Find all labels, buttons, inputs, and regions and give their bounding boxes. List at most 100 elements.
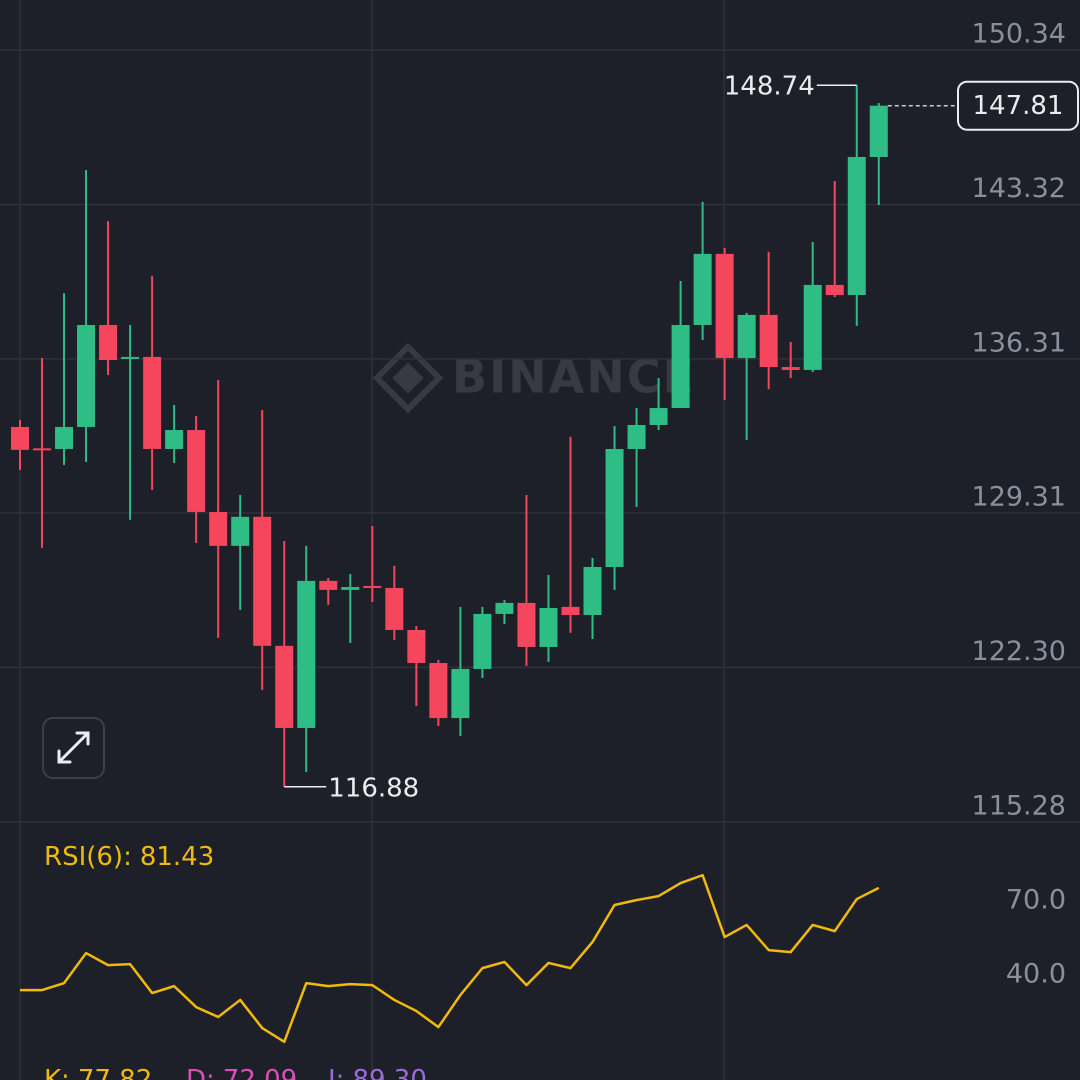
kdj-label: D: xyxy=(186,1065,215,1080)
candle-body xyxy=(803,284,822,370)
candle-body xyxy=(605,448,624,568)
candle-body xyxy=(583,567,602,616)
candle-body xyxy=(649,408,668,425)
candle xyxy=(759,251,778,390)
candle xyxy=(275,541,294,787)
expand-icon xyxy=(57,731,90,764)
candle xyxy=(495,600,514,625)
candle xyxy=(209,380,228,638)
y-tick-label: 70.0 xyxy=(1006,885,1066,916)
candle xyxy=(561,436,580,633)
candle xyxy=(143,275,162,490)
candle-body xyxy=(715,253,734,359)
plot: 150.34 143.32 136.31 129.31 122.30 115.28 148.… xyxy=(0,18,1080,1080)
candle xyxy=(869,103,888,206)
candle-body xyxy=(847,157,866,296)
candle-body xyxy=(539,607,558,647)
candle xyxy=(231,495,250,610)
candle xyxy=(297,545,316,773)
candle-body xyxy=(759,314,778,368)
candle xyxy=(33,358,52,548)
candle xyxy=(121,325,140,520)
candle-body xyxy=(561,606,580,616)
candle-body xyxy=(627,424,646,449)
candle xyxy=(605,426,624,590)
kdj-value: 72.09 xyxy=(223,1065,297,1080)
candle xyxy=(517,495,536,666)
candle xyxy=(671,280,690,409)
rsi-header: RSI(6): 81.43 xyxy=(44,842,214,872)
candle xyxy=(385,565,404,640)
candle xyxy=(451,606,470,736)
y-tick-label: 136.31 xyxy=(972,327,1066,358)
candle-body xyxy=(11,426,29,450)
y-tick-label: 143.32 xyxy=(972,173,1066,204)
candle xyxy=(11,419,29,470)
kdj-value: 77.82 xyxy=(78,1065,152,1080)
candle xyxy=(55,293,74,466)
candle xyxy=(781,341,800,379)
kdj-label: K: xyxy=(44,1065,70,1080)
candle-body xyxy=(671,325,690,409)
high-label: 148.74 xyxy=(724,72,815,102)
candle-body xyxy=(99,325,118,361)
y-tick-label: 150.34 xyxy=(972,18,1066,49)
candle-body xyxy=(429,663,448,719)
candle-body xyxy=(781,367,800,370)
candle-body xyxy=(693,253,712,326)
rsi-line xyxy=(20,873,880,1044)
kdj-entry: J: 89.30 xyxy=(326,1065,427,1080)
candle xyxy=(693,201,712,340)
kdj-entry: K: 77.82 xyxy=(44,1065,152,1080)
kdj-label: J: xyxy=(326,1065,344,1080)
last-price-box xyxy=(957,80,1079,131)
candle-body xyxy=(187,430,206,512)
candle-body xyxy=(495,602,514,614)
candle xyxy=(649,378,668,431)
candle xyxy=(253,410,272,690)
candle-body xyxy=(121,356,140,359)
candle-body xyxy=(231,516,250,546)
candle-body xyxy=(77,325,96,427)
candle-body xyxy=(825,284,844,296)
candle xyxy=(539,574,558,662)
candle xyxy=(847,85,866,326)
candle-body xyxy=(275,645,294,728)
candle-body xyxy=(253,516,272,646)
candle xyxy=(473,606,492,678)
candle xyxy=(341,574,360,643)
y-tick-label: 122.30 xyxy=(972,636,1066,667)
rsi-value: 81.43 xyxy=(140,842,214,872)
candle xyxy=(715,247,734,400)
rsi-title: RSI(6): xyxy=(44,842,132,872)
candle xyxy=(627,408,646,507)
candle-body xyxy=(55,426,74,449)
candle-body xyxy=(143,356,162,449)
candle xyxy=(187,415,206,544)
candle-body xyxy=(407,629,426,664)
expand-button[interactable] xyxy=(42,717,105,779)
candle xyxy=(77,169,96,462)
candle-body xyxy=(319,580,338,590)
candle xyxy=(803,241,822,372)
candle xyxy=(99,221,118,375)
candle-body xyxy=(33,448,52,451)
candle-body xyxy=(165,430,184,449)
candle xyxy=(407,626,426,706)
candle xyxy=(825,181,844,298)
candle-body xyxy=(341,587,360,590)
candle-body xyxy=(297,580,316,728)
watermark-logo xyxy=(372,342,444,414)
candle-body xyxy=(451,668,470,719)
candle-body xyxy=(737,314,756,359)
candle xyxy=(165,404,184,464)
kdj-value: 89.30 xyxy=(352,1065,426,1080)
last-price-label: 147.81 xyxy=(973,91,1064,121)
low-label: 116.88 xyxy=(328,773,419,803)
candle-body xyxy=(363,585,382,588)
candle xyxy=(429,659,448,726)
